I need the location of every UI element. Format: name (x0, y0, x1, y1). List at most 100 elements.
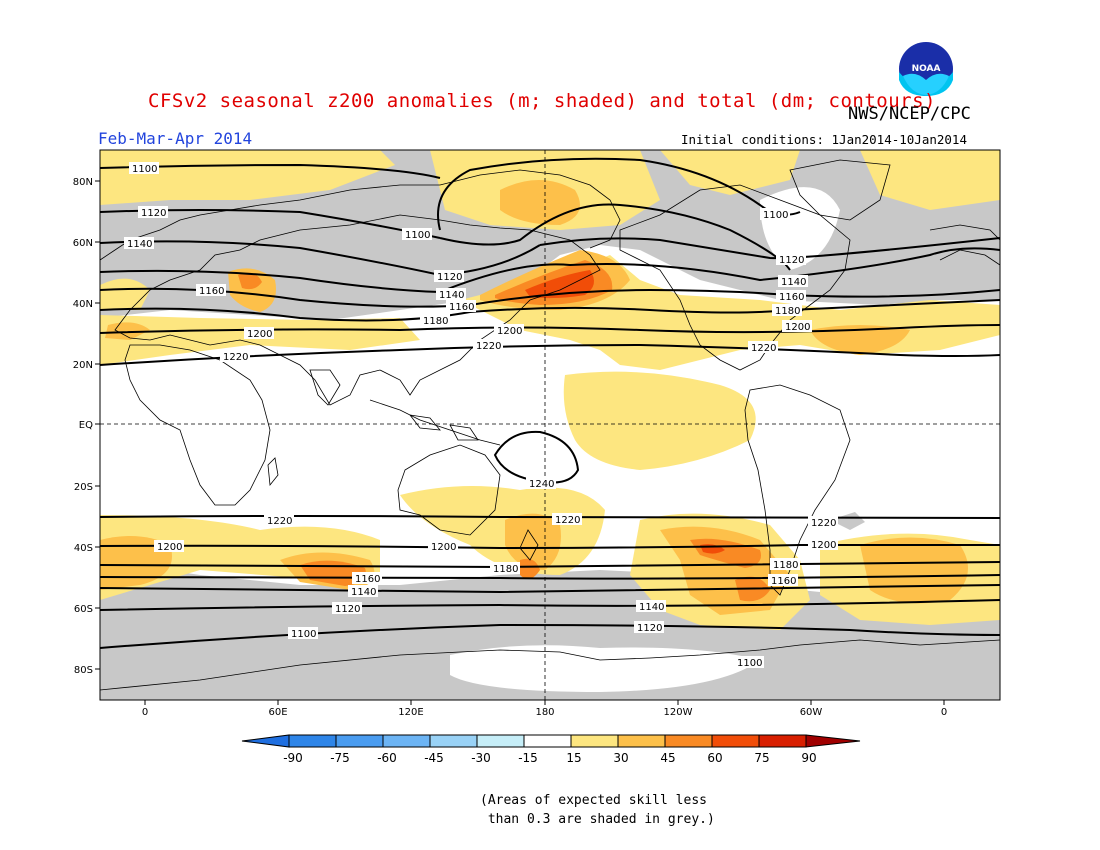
contour-label: 1140 (348, 585, 378, 598)
contour-label: 1100 (129, 162, 159, 175)
contour-label: 1200 (428, 540, 458, 553)
legend-swatch (429, 734, 478, 748)
svg-text:1240: 1240 (529, 479, 554, 490)
contour-label: 1100 (734, 656, 764, 669)
svg-text:1160: 1160 (771, 576, 796, 587)
legend-swatch (570, 734, 619, 748)
contour-label: 1120 (434, 270, 464, 283)
contour-label: 1220 (264, 514, 294, 527)
svg-text:1220: 1220 (223, 352, 248, 363)
lat-label: 60N (73, 238, 93, 249)
neutral-patches (450, 187, 840, 692)
svg-text:1220: 1220 (751, 343, 776, 354)
svg-text:1200: 1200 (157, 542, 182, 553)
legend-swatch (664, 734, 713, 748)
contour-label: 1100 (288, 627, 318, 640)
lat-label: 20S (74, 482, 93, 493)
svg-text:1100: 1100 (405, 230, 430, 241)
svg-text:1120: 1120 (437, 272, 462, 283)
svg-text:1200: 1200 (785, 322, 810, 333)
contour-label: 1140 (778, 275, 808, 288)
svg-text:1160: 1160 (449, 302, 474, 313)
legend-arrow-high (805, 734, 861, 748)
lon-label: 60E (268, 707, 287, 718)
lat-label: EQ (79, 420, 93, 431)
contour-label: 1220 (220, 350, 250, 363)
lat-label: 80S (74, 665, 93, 676)
contour-label: 1120 (332, 602, 362, 615)
longitude-axis: 0 60E 120E 180 120W 60W 0 (142, 700, 947, 718)
noaa-logo: NOAA (897, 40, 955, 98)
contour-label: 1200 (244, 327, 274, 340)
legend-swatch (382, 734, 431, 748)
contour-label: 1120 (138, 206, 168, 219)
contour-label-group: 1100 1100 1100 1100 1100 1120 1120 1120 … (124, 162, 838, 669)
lat-label: 40N (73, 299, 93, 310)
skill-note: (Areas of expected skill less than 0.3 a… (480, 793, 715, 827)
contour-label: 1160 (768, 574, 798, 587)
contour-label: 1220 (473, 339, 503, 352)
contour-label: 1240 (526, 477, 556, 490)
contour-label: 1200 (782, 320, 812, 333)
svg-text:1160: 1160 (779, 292, 804, 303)
legend-tick: -15 (518, 751, 538, 765)
contour-label: 1180 (490, 562, 520, 575)
contour-label: 1140 (636, 600, 666, 613)
svg-text:1140: 1140 (781, 277, 806, 288)
svg-text:1200: 1200 (247, 329, 272, 340)
legend-swatch (617, 734, 666, 748)
lon-label: 120W (664, 707, 693, 718)
svg-text:1160: 1160 (355, 574, 380, 585)
svg-text:1220: 1220 (811, 518, 836, 529)
contour-label: 1100 (402, 228, 432, 241)
initial-conditions: Initial conditions: 1Jan2014-10Jan2014 (681, 132, 967, 147)
lat-label: 80N (73, 177, 93, 188)
legend-swatch (523, 734, 572, 748)
color-legend (241, 734, 861, 748)
legend-swatch (758, 734, 807, 748)
lat-label: 40S (74, 543, 93, 554)
svg-text:1140: 1140 (439, 290, 464, 301)
svg-text:1120: 1120 (779, 255, 804, 266)
lon-label: 60W (800, 707, 823, 718)
svg-text:1220: 1220 (555, 515, 580, 526)
legend-swatch (711, 734, 760, 748)
svg-text:1120: 1120 (141, 208, 166, 219)
height-contours (100, 157, 1000, 649)
svg-text:1100: 1100 (737, 658, 762, 669)
svg-text:1100: 1100 (291, 629, 316, 640)
legend-tick: 90 (801, 751, 816, 765)
legend-tick: -75 (330, 751, 350, 765)
contour-label: 1180 (770, 558, 800, 571)
legend-tick: 60 (707, 751, 722, 765)
contour-label: 1180 (772, 304, 802, 317)
lon-label: 0 (941, 707, 947, 718)
contour-label: 1220 (552, 513, 582, 526)
svg-text:1100: 1100 (132, 164, 157, 175)
svg-text:1140: 1140 (639, 602, 664, 613)
map-frame (99, 149, 1001, 701)
lat-label: 60S (74, 604, 93, 615)
contour-label: 1100 (760, 208, 790, 221)
legend-tick: -90 (283, 751, 303, 765)
lat-label: 20N (73, 360, 93, 371)
svg-text:1100: 1100 (763, 210, 788, 221)
contour-label: 1200 (154, 540, 184, 553)
svg-text:1200: 1200 (431, 542, 456, 553)
contour-label: 1220 (808, 516, 838, 529)
svg-text:1180: 1180 (493, 564, 518, 575)
legend-tick: 75 (754, 751, 769, 765)
contour-label: 1200 (494, 324, 524, 337)
lon-label: 0 (142, 707, 148, 718)
svg-text:1120: 1120 (637, 623, 662, 634)
contour-label: 1220 (748, 341, 778, 354)
contour-label: 1180 (420, 314, 450, 327)
legend-tick: 15 (566, 751, 581, 765)
legend-tick: -30 (471, 751, 491, 765)
svg-text:1180: 1180 (423, 316, 448, 327)
forecast-period: Feb-Mar-Apr 2014 (98, 129, 253, 148)
svg-text:1200: 1200 (497, 326, 522, 337)
svg-text:1180: 1180 (775, 306, 800, 317)
map-area (100, 150, 1000, 700)
legend-swatch (476, 734, 525, 748)
